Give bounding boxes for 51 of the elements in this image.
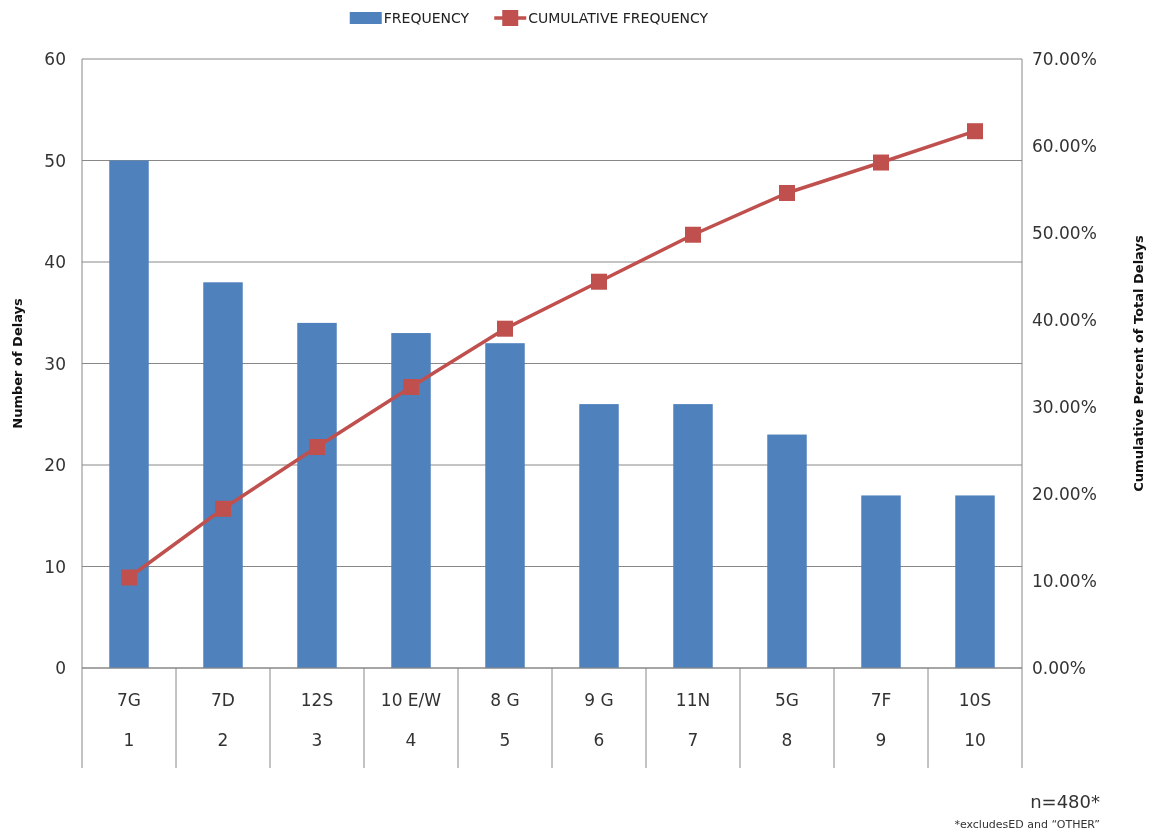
x-tick-label: 8 G 5: [490, 690, 520, 750]
bar: [203, 282, 243, 668]
bar: [391, 333, 431, 668]
x-tick-label: 10S 10: [958, 690, 992, 750]
point: [403, 378, 419, 395]
point: [967, 123, 983, 140]
point: [215, 500, 231, 517]
point: [121, 569, 137, 586]
x-tick-label: 7G 1: [117, 690, 141, 750]
text: *excludesED and “OTHER”: [954, 818, 1100, 831]
bar: [485, 343, 525, 668]
bar: [861, 495, 901, 668]
legend-label: FREQUENCY: [383, 10, 470, 26]
point: [309, 439, 325, 456]
x-tick-label: 10 E/W 4: [380, 690, 442, 750]
y-tick-label: 30: [44, 353, 66, 374]
x-tick-label: 5G 8: [775, 690, 799, 750]
bar: [955, 495, 995, 668]
point: [873, 154, 889, 171]
y-axis-title: Number of Delays: [10, 297, 25, 429]
bar: [109, 160, 149, 668]
point: [497, 320, 513, 337]
bar: [673, 404, 713, 668]
y-tick-label: 40: [44, 252, 66, 272]
y2-tick-label: 30.00%: [1032, 397, 1097, 417]
y-tick-label: 10: [44, 556, 66, 577]
y2-tick-label: 60.00%: [1032, 136, 1097, 156]
x-tick-label: 11N 7: [675, 690, 711, 750]
x-tick-label: 9 G 6: [584, 690, 614, 750]
y2-tick-label: 10.00%: [1032, 571, 1097, 591]
y2-tick-label: 20.00%: [1032, 484, 1097, 504]
y2-tick-label: 0.00%: [1032, 658, 1087, 678]
point: [591, 273, 607, 290]
y2-tick-label: 70.00%: [1032, 49, 1097, 69]
y2-tick-label: 50.00%: [1032, 223, 1097, 243]
y-tick-label: 60: [44, 49, 66, 69]
point: [779, 184, 795, 201]
y-tick-label: 50: [44, 150, 66, 171]
y-tick-label: 0: [55, 658, 66, 678]
y-tick-label: 20: [44, 455, 66, 475]
point: [685, 226, 701, 243]
y2-tick-label: 40.00%: [1032, 310, 1097, 330]
legend-label: CUMULATIVE FREQUENCY: [528, 10, 709, 26]
text: n=480*: [1030, 791, 1100, 812]
x-tick-label: 7F 9: [870, 690, 892, 750]
x-tick-label: 12S 3: [300, 690, 334, 750]
bar: [579, 404, 619, 668]
bar: [297, 322, 337, 668]
bar: [767, 434, 807, 668]
y2-axis-title: Cumulative Percent of Total Delays: [1131, 235, 1146, 492]
x-tick-label: 7D 2: [211, 690, 235, 750]
